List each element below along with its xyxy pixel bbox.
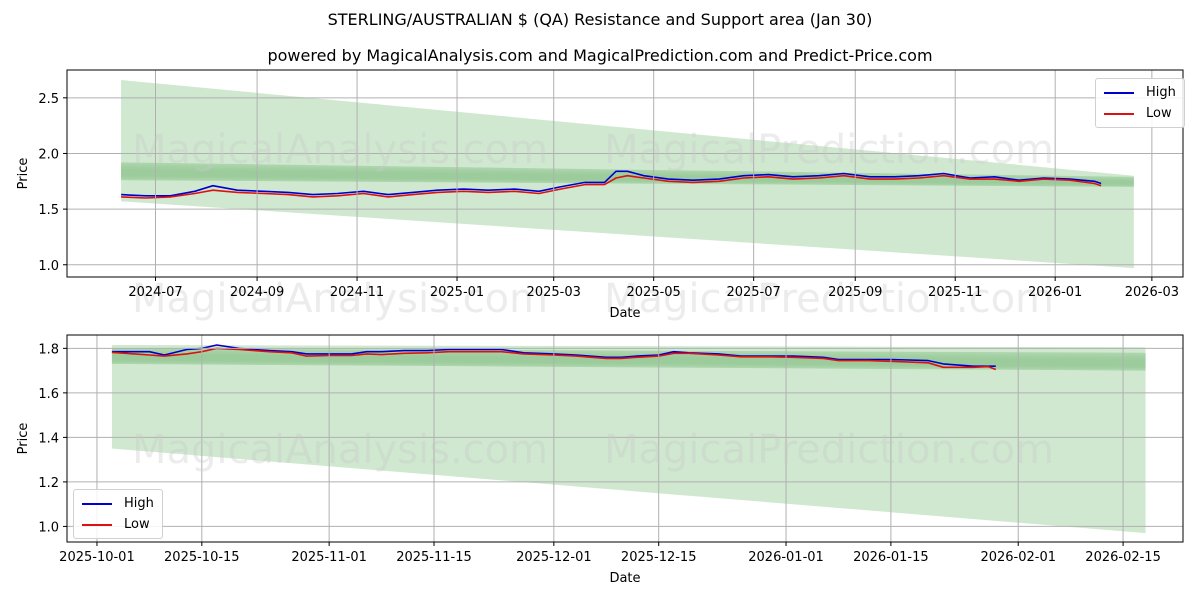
y-tick-label: 1.4 xyxy=(38,431,59,446)
x-tick-label: 2026-02-15 xyxy=(1085,550,1161,565)
low-line-swatch xyxy=(1104,112,1134,115)
x-tick-label: 2025-11-01 xyxy=(291,550,367,565)
x-axis-label: Date xyxy=(609,571,640,586)
y-tick-label: 1.0 xyxy=(38,259,59,274)
x-tick-label: 2026-03 xyxy=(1125,285,1179,300)
band-stripe xyxy=(111,350,1146,370)
x-tick-label: 2025-01 xyxy=(430,285,484,300)
bottom-legend: High Low xyxy=(73,489,163,539)
x-tick-label: 2025-09 xyxy=(828,285,882,300)
low-line-swatch xyxy=(82,523,112,526)
watermark: MagicalPrediction.com xyxy=(604,276,1054,322)
y-tick-label: 1.8 xyxy=(38,342,59,357)
x-tick-label: 2026-02-01 xyxy=(980,550,1056,565)
high-line-swatch xyxy=(1104,91,1134,94)
y-tick-label: 2.0 xyxy=(38,147,59,162)
low-price-line xyxy=(121,174,1102,199)
x-tick-label: 2025-11 xyxy=(928,285,982,300)
x-tick-label: 2026-01 xyxy=(1028,285,1082,300)
y-axis-label: Price xyxy=(16,158,31,190)
legend-high-label: High xyxy=(124,496,154,511)
high-price-line xyxy=(121,170,1102,197)
chart-subtitle: powered by MagicalAnalysis.com and Magic… xyxy=(267,46,933,65)
y-axis-label: Price xyxy=(16,423,31,455)
chart-title: STERLING/AUSTRALIAN $ (QA) Resistance an… xyxy=(327,10,873,29)
high-line-swatch xyxy=(82,502,112,505)
x-tick-label: 2026-01-15 xyxy=(853,550,929,565)
x-tick-label: 2025-12-01 xyxy=(516,550,592,565)
x-tick-label: 2025-10-15 xyxy=(164,550,240,565)
x-axis-label: Date xyxy=(609,306,640,321)
watermark: MagicalPrediction.com xyxy=(604,427,1054,473)
x-tick-label: 2024-09 xyxy=(230,285,284,300)
top-legend: High Low xyxy=(1095,78,1185,128)
y-tick-label: 2.5 xyxy=(38,92,59,107)
bottom-plot: MagicalAnalysis.com MagicalPrediction.com… xyxy=(16,334,1184,586)
band-stripe xyxy=(121,169,1134,185)
watermark: MagicalAnalysis.com xyxy=(132,276,548,322)
legend-high-label: High xyxy=(1146,85,1176,100)
x-tick-label: 2025-05 xyxy=(627,285,681,300)
top-plot: MagicalAnalysis.com MagicalPrediction.com… xyxy=(16,69,1184,322)
band-stripe xyxy=(111,352,1146,368)
legend-low-label: Low xyxy=(124,517,150,532)
plot-frame xyxy=(66,334,1184,543)
x-tick-label: 2024-07 xyxy=(128,285,182,300)
resistance-zone-band xyxy=(121,162,1134,187)
x-tick-label: 2025-03 xyxy=(527,285,581,300)
y-tick-label: 1.5 xyxy=(38,203,59,218)
x-tick-label: 2025-12-15 xyxy=(621,550,697,565)
y-tick-label: 1.0 xyxy=(38,520,59,535)
x-tick-label: 2025-11-15 xyxy=(396,550,472,565)
watermark: MagicalPrediction.com xyxy=(604,127,1054,173)
low-price-line xyxy=(111,347,997,371)
watermark: MagicalAnalysis.com xyxy=(132,127,548,173)
x-tick-label: 2025-07 xyxy=(726,285,780,300)
x-tick-label: 2026-01-01 xyxy=(748,550,824,565)
x-tick-label: 2024-11 xyxy=(330,285,384,300)
watermark: MagicalAnalysis.com xyxy=(132,427,548,473)
band-stripe xyxy=(111,354,1146,367)
plot-frame xyxy=(66,69,1184,278)
x-tick-label: 2025-10-01 xyxy=(59,550,135,565)
support-resistance-fan xyxy=(111,345,1146,534)
y-tick-label: 1.6 xyxy=(38,387,59,402)
y-tick-label: 1.2 xyxy=(38,476,59,491)
legend-low-label: Low xyxy=(1146,106,1172,121)
